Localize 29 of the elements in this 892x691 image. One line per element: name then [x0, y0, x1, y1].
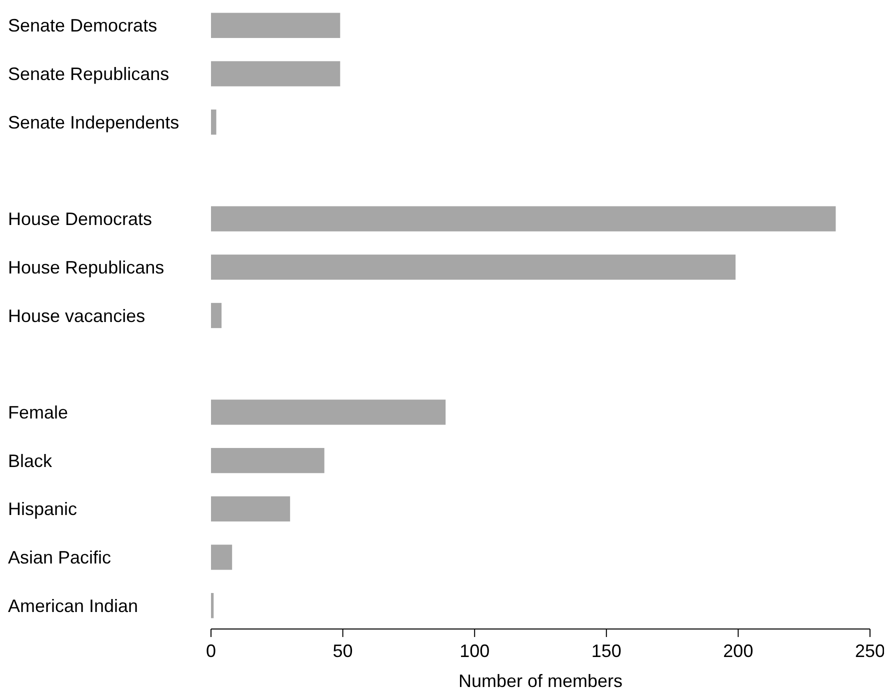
- x-tick-label: 150: [591, 641, 622, 661]
- bar: [211, 448, 324, 474]
- bar: [211, 12, 340, 38]
- bar: [211, 254, 736, 280]
- bar: [211, 496, 290, 522]
- x-axis-title: Number of members: [458, 671, 623, 691]
- y-tick-label: House vacancies: [8, 306, 146, 326]
- bar: [211, 302, 222, 328]
- bar: [211, 544, 232, 570]
- y-tick-label: Black: [8, 450, 54, 471]
- bar: [211, 206, 836, 232]
- y-tick-label: Senate Republicans: [8, 64, 170, 84]
- bar: [211, 400, 446, 425]
- y-tick-label: House Republicans: [8, 257, 164, 278]
- y-tick-label: Senate Democrats: [8, 16, 158, 36]
- x-tick-label: 50: [332, 641, 353, 661]
- y-tick-label: Senate Independents: [8, 112, 180, 132]
- x-tick-label: 100: [460, 641, 490, 661]
- bar: [211, 61, 340, 86]
- y-tick-label: Asian Pacific: [8, 548, 112, 568]
- y-tick-label: American Indian: [8, 596, 138, 616]
- y-tick-label: House Democrats: [8, 209, 152, 230]
- y-tick-label: Female: [8, 402, 68, 422]
- bar: [211, 593, 214, 618]
- x-tick-label: 250: [854, 641, 886, 661]
- bar: [211, 110, 216, 135]
- x-tick-label: 0: [206, 641, 216, 661]
- x-tick-label: 200: [723, 641, 754, 661]
- y-tick-label: Hispanic: [8, 499, 78, 520]
